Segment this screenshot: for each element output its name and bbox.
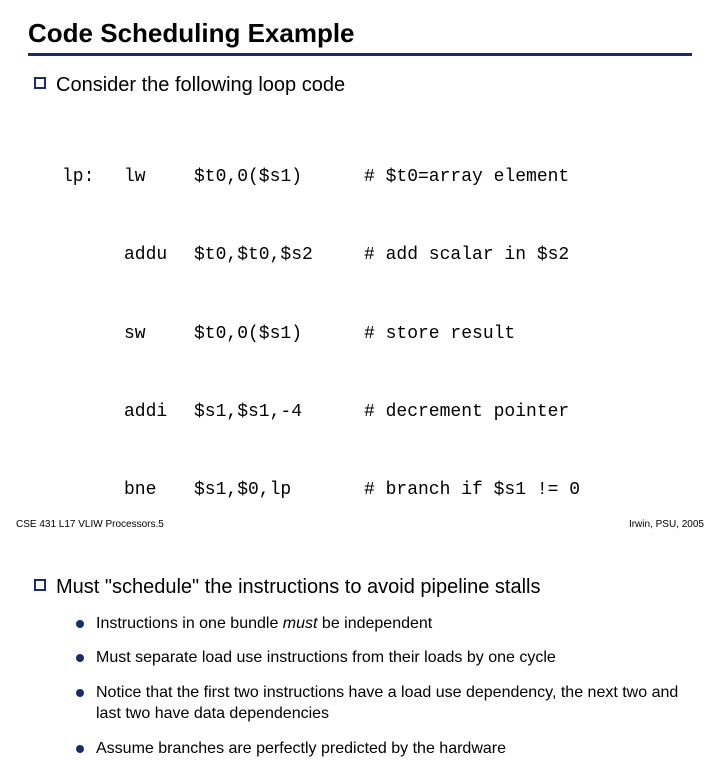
code-args: $s1,$s1,-4 (194, 399, 364, 425)
code-comment: # $t0=array element (364, 164, 569, 190)
sub-text: Notice that the first two instructions h… (96, 683, 692, 725)
code-op: addu (124, 242, 194, 268)
sub-text: Assume branches are perfectly predicted … (96, 739, 506, 760)
sub-bullet: Notice that the first two instructions h… (76, 683, 692, 725)
code-row: bne $s1,$0,lp # branch if $s1 != 0 (62, 477, 692, 503)
code-row: addi $s1,$s1,-4 # decrement pointer (62, 399, 692, 425)
code-op: sw (124, 321, 194, 347)
dot-bullet-icon (76, 654, 84, 662)
slide-title: Code Scheduling Example (28, 18, 692, 56)
code-comment: # store result (364, 321, 515, 347)
footer-right: Irwin, PSU, 2005 (629, 519, 704, 530)
code-label (62, 477, 124, 503)
code-row: sw $t0,0($s1) # store result (62, 321, 692, 347)
code-comment: # branch if $s1 != 0 (364, 477, 580, 503)
dot-bullet-icon (76, 620, 84, 628)
code-args: $t0,0($s1) (194, 164, 364, 190)
square-bullet-icon (34, 77, 46, 89)
sub-bullet: Instructions in one bundle must be indep… (76, 614, 692, 635)
footer-left: CSE 431 L17 VLIW Processors.5 (16, 519, 164, 530)
sub-bullet: Assume branches are perfectly predicted … (76, 739, 692, 760)
code-op: bne (124, 477, 194, 503)
square-bullet-icon (34, 579, 46, 591)
sub-post: be independent (317, 615, 432, 632)
code-block: lp: lw $t0,0($s1) # $t0=array element ad… (28, 112, 692, 556)
code-args: $t0,0($s1) (194, 321, 364, 347)
sub-pre: Instructions in one bundle (96, 615, 283, 632)
code-op: addi (124, 399, 194, 425)
sub-pre: Assume branches are perfectly predicted … (96, 740, 506, 757)
sub-text: Instructions in one bundle must be indep… (96, 614, 432, 635)
code-row: addu $t0,$t0,$s2 # add scalar in $s2 (62, 242, 692, 268)
dot-bullet-icon (76, 689, 84, 697)
dot-bullet-icon (76, 745, 84, 753)
must-bullet: Must "schedule" the instructions to avoi… (28, 574, 692, 600)
code-label (62, 321, 124, 347)
sub-pre: Notice that the first two instructions h… (96, 684, 678, 722)
code-op: lw (124, 164, 194, 190)
code-label: lp: (62, 164, 124, 190)
intro-text: Consider the following loop code (56, 72, 345, 98)
code-label (62, 399, 124, 425)
sub-text: Must separate load use instructions from… (96, 648, 556, 669)
code-args: $s1,$0,lp (194, 477, 364, 503)
sub-bullet-list: Instructions in one bundle must be indep… (28, 614, 692, 760)
code-args: $t0,$t0,$s2 (194, 242, 364, 268)
code-comment: # decrement pointer (364, 399, 569, 425)
intro-bullet: Consider the following loop code (28, 72, 692, 98)
code-label (62, 242, 124, 268)
code-comment: # add scalar in $s2 (364, 242, 569, 268)
sub-em: must (283, 615, 318, 632)
sub-pre: Must separate load use instructions from… (96, 649, 556, 666)
code-row: lp: lw $t0,0($s1) # $t0=array element (62, 164, 692, 190)
must-text: Must "schedule" the instructions to avoi… (56, 574, 540, 600)
sub-bullet: Must separate load use instructions from… (76, 648, 692, 669)
